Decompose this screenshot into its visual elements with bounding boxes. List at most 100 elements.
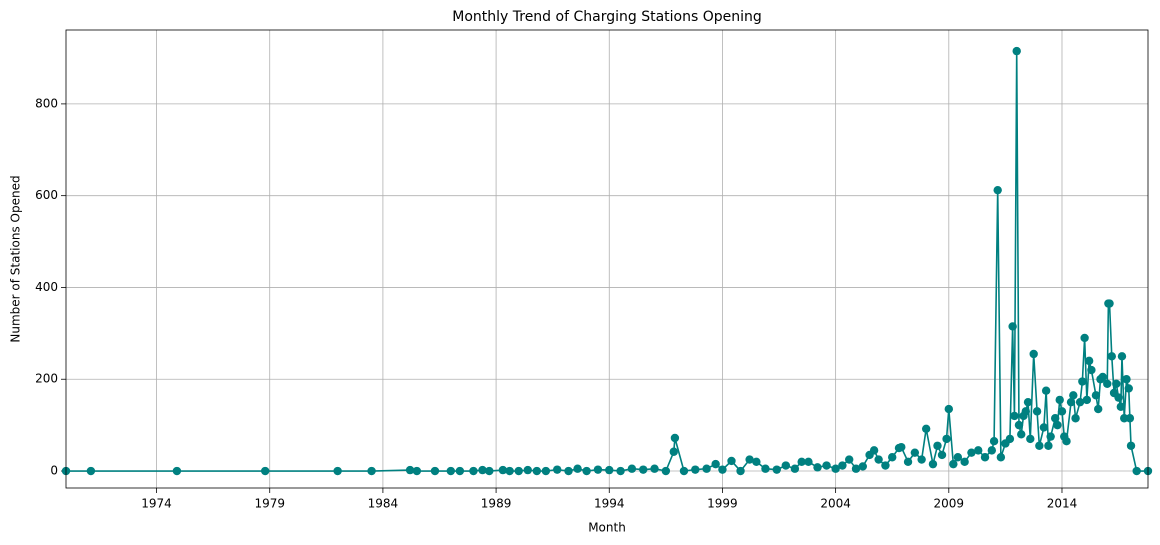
- data-point: [910, 448, 920, 457]
- data-point: [1044, 441, 1053, 450]
- data-point: [1062, 436, 1071, 446]
- data-point: [752, 457, 761, 467]
- x-tick-label: 2014: [1047, 497, 1078, 511]
- data-point: [831, 464, 840, 473]
- data-point: [745, 455, 754, 464]
- data-point: [582, 466, 591, 476]
- data-point: [523, 465, 532, 475]
- data-point: [627, 464, 637, 473]
- y-tick-label: 200: [35, 372, 58, 386]
- data-point: [605, 465, 614, 475]
- data-point: [813, 463, 822, 472]
- data-point: [1035, 441, 1044, 450]
- data-point: [1091, 391, 1101, 400]
- data-point: [790, 464, 800, 473]
- data-point: [949, 459, 958, 469]
- data-point: [761, 464, 770, 473]
- data-point: [1078, 377, 1087, 386]
- data-point: [1008, 322, 1017, 331]
- data-point: [1023, 397, 1033, 407]
- data-point: [541, 466, 551, 476]
- data-point: [917, 455, 926, 464]
- data-point: [1053, 420, 1062, 430]
- data-point: [1075, 397, 1085, 407]
- data-point: [1005, 434, 1015, 444]
- data-point: [928, 459, 938, 469]
- data-point: [1039, 423, 1049, 432]
- data-point: [727, 456, 736, 466]
- data-point: [960, 457, 969, 467]
- data-point: [772, 465, 781, 474]
- data-point: [1010, 411, 1019, 421]
- data-point: [650, 464, 659, 473]
- data-point: [455, 466, 465, 476]
- data-point: [942, 434, 951, 444]
- data-point: [944, 404, 954, 414]
- x-tick-label: 2004: [820, 497, 851, 511]
- x-tick-label: 1994: [594, 497, 625, 511]
- data-point: [505, 466, 514, 476]
- data-point: [804, 457, 813, 467]
- data-point: [86, 466, 96, 476]
- data-point: [1046, 432, 1055, 441]
- data-point: [616, 466, 625, 476]
- data-point: [838, 461, 847, 470]
- chart-title: Monthly Trend of Charging Stations Openi…: [452, 9, 762, 25]
- data-point: [478, 465, 487, 475]
- data-point: [498, 465, 508, 475]
- y-tick-label: 400: [35, 280, 58, 294]
- data-point: [639, 465, 648, 474]
- data-point: [1012, 46, 1021, 56]
- data-point: [933, 441, 942, 450]
- data-point: [1057, 407, 1067, 416]
- data-point: [702, 464, 711, 473]
- data-point: [1029, 349, 1038, 359]
- data-point: [869, 446, 879, 455]
- y-tick-label: 800: [35, 96, 58, 110]
- data-point: [1112, 379, 1121, 389]
- data-point: [553, 465, 562, 474]
- data-point: [1041, 386, 1051, 395]
- data-point: [937, 450, 947, 460]
- data-point: [679, 466, 689, 476]
- x-axis-label: Month: [588, 521, 626, 535]
- data-point: [967, 448, 976, 457]
- data-point: [851, 464, 861, 473]
- data-point: [993, 185, 1002, 195]
- data-point: [1017, 430, 1026, 439]
- data-point: [412, 466, 422, 476]
- data-point: [1094, 404, 1103, 414]
- data-point: [822, 461, 831, 470]
- data-point: [405, 465, 415, 475]
- data-point: [953, 453, 963, 462]
- data-point: [691, 465, 700, 474]
- data-point: [888, 453, 897, 462]
- data-point: [996, 453, 1006, 462]
- data-point: [736, 466, 745, 476]
- x-tick-label: 1979: [254, 497, 285, 511]
- x-tick-label: 1999: [707, 497, 738, 511]
- data-line: [66, 51, 1148, 473]
- x-tick-label: 1984: [368, 497, 399, 511]
- data-point: [1122, 375, 1131, 384]
- data-point: [1132, 466, 1141, 476]
- data-point: [670, 433, 680, 443]
- data-point: [1107, 352, 1116, 361]
- data-point: [1125, 414, 1135, 423]
- data-point: [1021, 407, 1030, 416]
- y-tick-label: 600: [35, 188, 58, 202]
- data-point: [485, 466, 494, 476]
- data-point: [987, 446, 997, 455]
- data-point: [1080, 333, 1089, 343]
- y-axis-label: Number of Stations Opened: [9, 175, 23, 342]
- data-point: [333, 466, 342, 476]
- data-point: [446, 466, 456, 476]
- data-point: [845, 455, 854, 464]
- data-point: [367, 466, 376, 476]
- data-point: [1026, 434, 1035, 444]
- data-point: [1014, 420, 1024, 430]
- data-point: [903, 457, 913, 467]
- data-point: [469, 466, 478, 476]
- data-point: [430, 466, 440, 476]
- data-point: [564, 466, 573, 476]
